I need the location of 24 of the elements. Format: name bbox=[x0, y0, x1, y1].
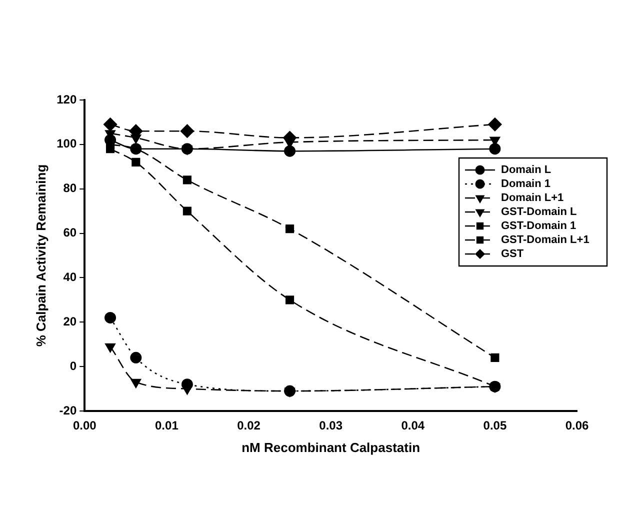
x-axis-title: nM Recombinant Calpastatin bbox=[242, 440, 420, 455]
x-tick-label: 0.05 bbox=[483, 418, 507, 433]
y-tick-label: 40 bbox=[63, 270, 77, 284]
x-tick-label: 0.00 bbox=[72, 418, 97, 433]
x-tick-label: 0.06 bbox=[565, 418, 589, 433]
legend-label: Domain L+1 bbox=[501, 192, 564, 204]
y-tick-label: 120 bbox=[56, 92, 77, 106]
legend-label: Domain 1 bbox=[501, 178, 551, 190]
x-tick-label: 0.01 bbox=[155, 418, 179, 433]
y-tick-label: -20 bbox=[59, 403, 77, 418]
y-tick-label: 0 bbox=[70, 358, 77, 373]
x-tick-label: 0.03 bbox=[319, 418, 343, 433]
legend-label: GST-Domain 1 bbox=[501, 220, 576, 232]
y-axis-title: % Calpain Activity Remaining bbox=[33, 164, 48, 347]
y-tick-label: 20 bbox=[63, 314, 77, 328]
y-tick-label: 60 bbox=[63, 226, 77, 240]
legend-label: GST-Domain L+1 bbox=[501, 234, 590, 246]
x-tick-label: 0.04 bbox=[401, 418, 425, 433]
legend-label: GST-Domain L bbox=[501, 206, 578, 218]
y-tick-label: 80 bbox=[63, 181, 77, 196]
legend-label: Domain L bbox=[501, 164, 552, 176]
legend-label: GST bbox=[501, 248, 524, 260]
x-tick-label: 0.02 bbox=[237, 418, 261, 433]
y-tick-label: 100 bbox=[56, 136, 77, 151]
